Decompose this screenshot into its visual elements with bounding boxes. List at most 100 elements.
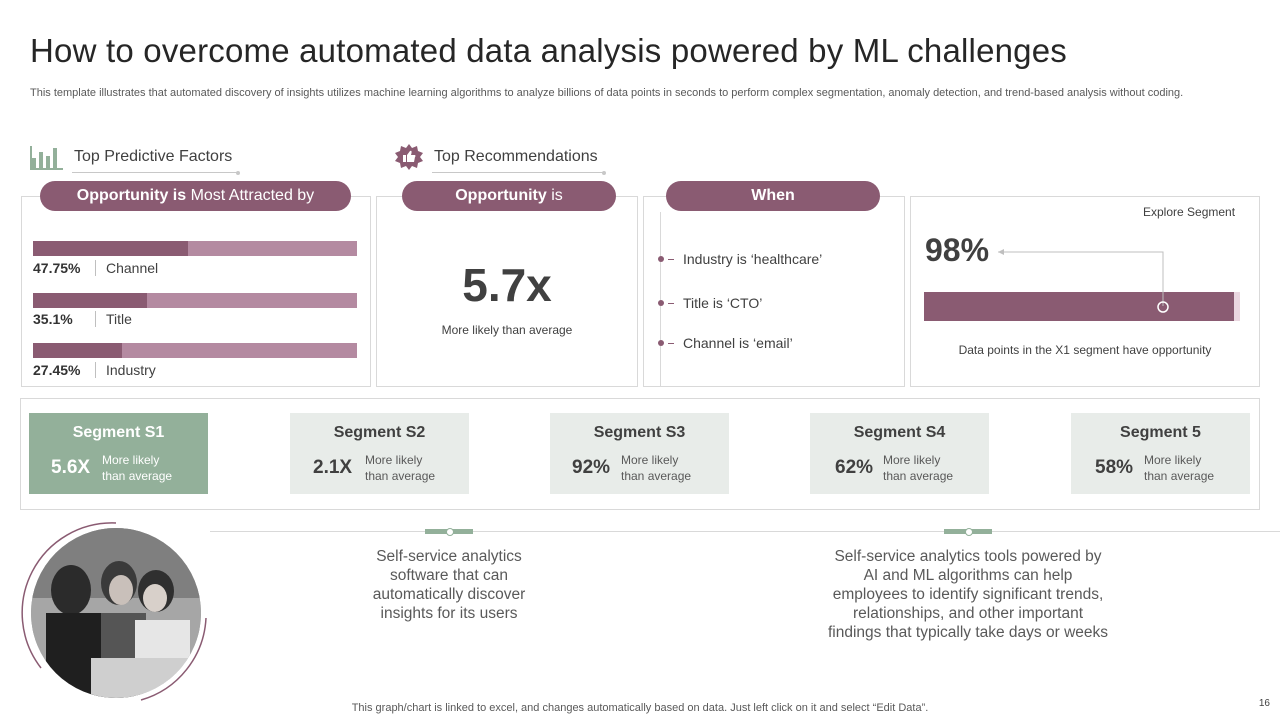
note-line: Self-service analytics tools powered by [834,548,1102,565]
segment-value: 2.1X [313,457,353,478]
opportunity-caption: More likely than average [441,323,573,337]
pill-text: Most Attracted by [186,187,315,204]
note-line: software that can [389,567,509,584]
segment-sub: More likely than average [621,452,691,484]
bottom-divider [210,531,1280,532]
segment-sub-line: than average [883,469,954,483]
footer-note: This graph/chart is linked to excel, and… [351,702,929,714]
page-description: This template illustrates that automated… [30,87,1184,99]
factor-row: 35.1% Title [33,311,132,327]
section-predictive-factors: Top Predictive Factors [30,144,241,175]
opportunity-panel [376,196,638,387]
segment-sub-line: More likely [621,453,679,467]
segment-sub: More likely than average [1144,452,1214,484]
segments-panel [20,398,1260,510]
factor-bar-fill [33,241,188,256]
segment-sub-line: More likely [1144,453,1202,467]
factor-percent: 27.45% [33,362,81,378]
opportunity-value: 5.7x [462,259,552,311]
when-item-text: Industry is ‘healthcare’ [683,251,823,267]
segment-sub-line: More likely [883,453,941,467]
note-line: insights for its users [380,605,518,622]
page-title: How to overcome automated data analysis … [30,32,1067,69]
when-item-text: Title is ‘CTO’ [683,295,763,311]
divider [95,260,96,276]
factor-bar-fill [33,343,122,358]
when-item: Industry is ‘healthcare’ [658,251,822,267]
note-line: employees to identify significant trends… [832,586,1104,603]
note-marker [944,528,992,536]
factor-label: Title [106,311,132,327]
note-line: findings that typically take days or wee… [828,624,1108,641]
thumbs-up-badge-icon [395,144,423,170]
photo-ring [21,522,207,701]
factor-row: 27.45% Industry [33,362,156,378]
segment-sub-line: More likely [102,453,160,467]
segment-name: Segment S2 [333,424,426,441]
note-line: AI and ML algorithms can help [863,567,1073,584]
explore-value: 98% [925,232,990,268]
factor-bar [33,241,357,256]
explore-segment-link[interactable]: Explore Segment [1143,205,1236,219]
bullet-dash [668,302,674,304]
note-marker [425,528,473,536]
segment-sub-line: than average [102,469,173,483]
segment-value: 58% [1095,457,1134,478]
segment-value: 5.6X [51,457,91,478]
bullet-icon [658,256,664,262]
attracted-pill: Opportunity is Most Attracted by [40,181,351,211]
bar-chart-icon [30,146,63,170]
section-label: Top Recommendations [432,148,606,175]
bullet-icon [658,340,664,346]
when-panel [643,196,905,387]
segment-sub-line: than average [365,469,436,483]
callout-connector [998,249,1169,313]
note-line: automatically discover [372,586,526,603]
explore-bar-fill [924,292,1234,321]
segment-value: 62% [835,457,874,478]
segment-name: Segment S3 [593,424,686,441]
segment-card[interactable]: Segment 5 58% More likely than average [1071,413,1250,494]
attracted-panel [21,196,371,387]
section-label: Top Predictive Factors [71,148,241,175]
bullet-dash [668,258,674,260]
explore-caption: Data points in the X1 segment have oppor… [958,343,1212,357]
segment-card[interactable]: Segment S4 62% More likely than average [810,413,989,494]
bullet-dash [668,342,674,344]
factor-bar [33,293,357,308]
when-item: Channel is ‘email’ [658,335,793,351]
note-line: relationships, and other important [852,605,1084,622]
segment-name: Segment 5 [1120,424,1201,441]
team-photo [31,528,201,698]
segment-card[interactable]: Segment S2 2.1X More likely than average [290,413,469,494]
factor-label: Channel [106,260,159,276]
pill-bold-text: Opportunity is [76,187,187,204]
factor-bar-fill [33,293,147,308]
explore-panel [910,196,1260,387]
note-right: Self-service analytics tools powered by … [788,547,1148,642]
segment-card[interactable]: Segment S1 5.6X More likely than average [29,413,208,494]
people-image [31,528,201,698]
factor-label: Industry [106,362,156,378]
factor-percent: 47.75% [33,260,81,276]
when-item: Title is ‘CTO’ [658,295,762,311]
segment-sub: More likely than average [102,452,172,484]
pill-bold-text: Opportunity [455,187,547,204]
note-left: Self-service analytics software that can… [329,547,569,623]
section-recommendations: Top Recommendations [394,143,606,175]
segment-sub-line: than average [621,469,692,483]
factor-bar [33,343,357,358]
note-line: Self-service analytics [376,548,522,565]
segment-name: Segment S4 [853,424,946,441]
when-item-text: Channel is ‘email’ [683,335,793,351]
factor-percent: 35.1% [33,311,73,327]
pill-text: is [546,187,563,204]
opportunity-pill: Opportunity is [402,181,616,211]
divider [95,311,96,327]
when-divider [660,212,661,387]
explore-bar [924,292,1240,321]
segment-card[interactable]: Segment S3 92% More likely than average [550,413,729,494]
divider [95,362,96,378]
page-number: 16 [1258,698,1270,709]
segment-sub: More likely than average [365,452,435,484]
